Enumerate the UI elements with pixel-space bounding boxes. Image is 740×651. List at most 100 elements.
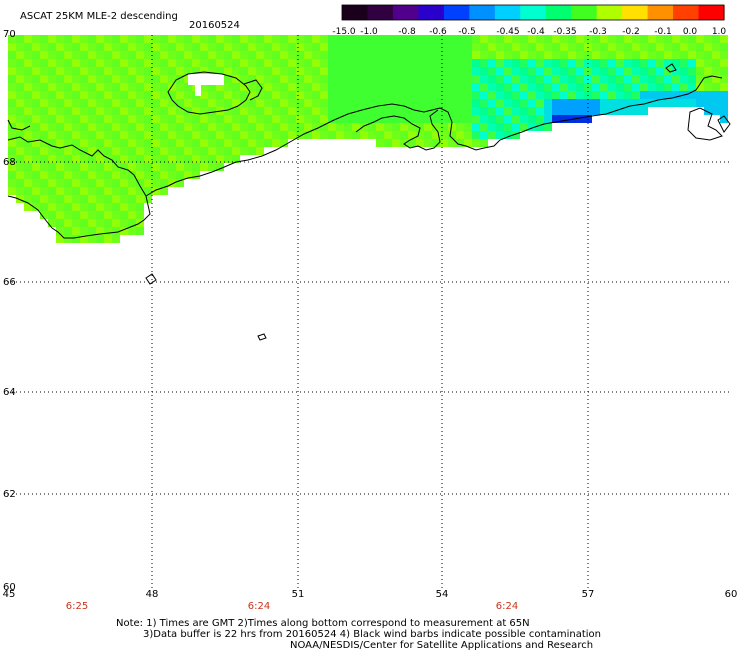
field-cell: [184, 107, 192, 115]
field-cell: [112, 75, 120, 83]
field-cell: [152, 59, 160, 67]
field-cell: [64, 115, 72, 123]
field-cell: [432, 67, 440, 75]
field-cell: [520, 51, 528, 59]
field-cell: [664, 75, 672, 83]
field-cell: [688, 35, 696, 43]
field-cell: [32, 43, 40, 51]
field-cell: [104, 51, 112, 59]
field-cell: [224, 51, 232, 59]
field-cell: [344, 123, 352, 131]
field-cell: [96, 203, 104, 211]
field-cell: [144, 179, 152, 187]
field-cell: [400, 139, 408, 147]
field-cell: [288, 123, 296, 131]
field-cell: [408, 83, 416, 91]
field-cell: [288, 131, 296, 139]
field-cell: [64, 179, 72, 187]
field-cell: [272, 83, 280, 91]
field-cell: [200, 155, 208, 163]
field-cell: [416, 91, 424, 99]
field-cell: [232, 147, 240, 155]
field-cell: [96, 91, 104, 99]
field-cell: [600, 59, 608, 67]
field-cell: [544, 83, 552, 91]
field-cell: [288, 99, 296, 107]
field-cell: [496, 123, 504, 131]
field-cell: [720, 51, 728, 59]
field-cell: [96, 115, 104, 123]
field-cell: [120, 59, 128, 67]
field-cell: [640, 35, 648, 43]
field-cell: [16, 115, 24, 123]
field-cell: [104, 155, 112, 163]
field-cell: [176, 131, 184, 139]
field-cell: [48, 147, 56, 155]
field-cell: [432, 35, 440, 43]
field-cell: [256, 59, 264, 67]
field-cell: [392, 99, 400, 107]
field-cell: [704, 75, 712, 83]
field-cell: [256, 147, 264, 155]
field-cell: [488, 83, 496, 91]
field-cell: [552, 35, 560, 43]
field-cell: [480, 123, 488, 131]
field-cell: [264, 75, 272, 83]
field-cell: [16, 75, 24, 83]
field-cell: [528, 99, 536, 107]
field-cell: [40, 211, 48, 219]
field-cell: [56, 203, 64, 211]
field-cell: [96, 195, 104, 203]
field-cell: [216, 155, 224, 163]
field-cell: [128, 75, 136, 83]
field-cell: [424, 67, 432, 75]
lon-label: 54: [435, 589, 449, 600]
field-cell: [352, 107, 360, 115]
field-cell: [96, 155, 104, 163]
field-cell: [40, 187, 48, 195]
field-cell: [56, 51, 64, 59]
field-cell: [96, 35, 104, 43]
field-cell: [8, 51, 16, 59]
field-cell: [48, 83, 56, 91]
field-cell: [200, 163, 208, 171]
field-cell: [568, 35, 576, 43]
field-cell: [24, 139, 32, 147]
field-cell: [320, 75, 328, 83]
field-cell: [8, 179, 16, 187]
field-cell: [128, 43, 136, 51]
field-cell: [472, 51, 480, 59]
field-cell: [296, 123, 304, 131]
colorbar-label: -0.35: [553, 27, 577, 37]
field-cell: [128, 179, 136, 187]
colorbar-segment: [367, 5, 394, 20]
field-cell: [488, 67, 496, 75]
field-cell: [328, 59, 336, 67]
field-cell: [248, 91, 256, 99]
field-cell: [176, 43, 184, 51]
field-cell: [464, 59, 472, 67]
field-cell: [192, 35, 200, 43]
field-cell: [504, 115, 512, 123]
field-cell: [624, 99, 632, 107]
field-cell: [360, 83, 368, 91]
field-cell: [64, 139, 72, 147]
field-cell: [552, 83, 560, 91]
field-cell: [232, 155, 240, 163]
field-cell: [184, 59, 192, 67]
field-cell: [112, 195, 120, 203]
field-cell: [208, 131, 216, 139]
field-cell: [240, 147, 248, 155]
field-cell: [512, 59, 520, 67]
field-cell: [152, 123, 160, 131]
field-cell: [32, 51, 40, 59]
field-cell: [104, 219, 112, 227]
field-cell: [296, 43, 304, 51]
field-cell: [616, 107, 624, 115]
field-cell: [56, 179, 64, 187]
field-cell: [176, 115, 184, 123]
field-cell: [152, 155, 160, 163]
field-cell: [368, 35, 376, 43]
field-cell: [72, 131, 80, 139]
field-cell: [256, 43, 264, 51]
